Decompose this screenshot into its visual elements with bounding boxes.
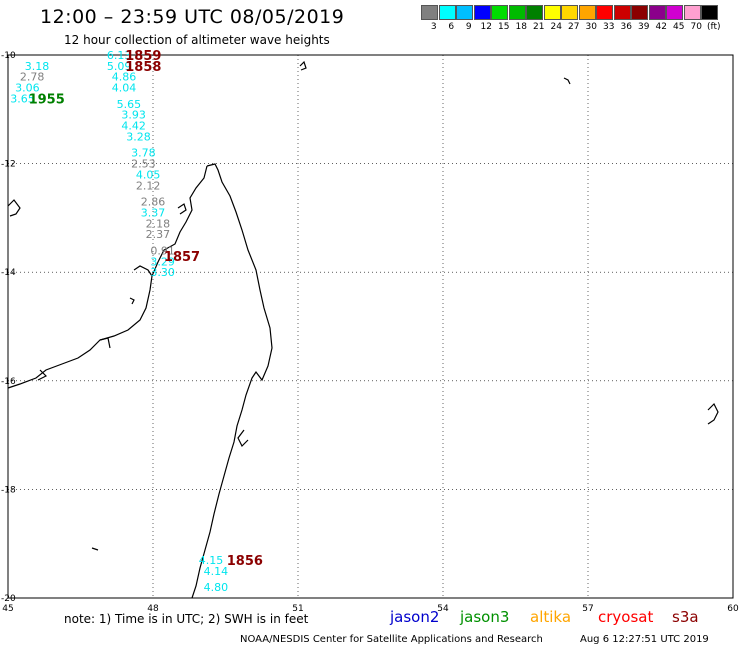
color-swatch bbox=[684, 5, 701, 20]
wave-height-label: 3.30 bbox=[150, 266, 175, 279]
color-scale-label: (ft) bbox=[703, 22, 725, 32]
pass-time-label: 1858 bbox=[125, 60, 161, 75]
generated-timestamp: Aug 6 12:27:51 UTC 2019 bbox=[580, 634, 709, 645]
color-swatch bbox=[579, 5, 596, 20]
wave-height-map: -10-12-14-16-18-20 45 48 51 54 57 60 3.182.78… bbox=[0, 0, 740, 650]
latitude-tick: -14 bbox=[1, 268, 16, 278]
map-frame bbox=[8, 55, 733, 598]
island-east bbox=[564, 78, 570, 84]
color-swatch bbox=[701, 5, 718, 20]
color-swatch bbox=[439, 5, 456, 20]
longitude-tick: 45 bbox=[2, 604, 13, 614]
island-north bbox=[300, 62, 306, 70]
wave-height-label: 4.14 bbox=[204, 565, 229, 578]
latitude-tick: -12 bbox=[1, 160, 16, 170]
latitude-tick: -10 bbox=[1, 51, 16, 61]
color-swatch bbox=[631, 5, 648, 20]
madagascar-west-coast bbox=[8, 166, 207, 388]
wave-height-labels: 3.182.783.063.65 6.135.094.864.04 5.653.93… bbox=[10, 49, 228, 594]
northwest-coast bbox=[134, 266, 152, 276]
glorieuses-island bbox=[178, 204, 186, 214]
color-swatch bbox=[509, 5, 526, 20]
southeast-coast bbox=[238, 430, 248, 446]
legend-cryosat: cryosat bbox=[598, 608, 653, 626]
longitude-tick: 60 bbox=[727, 604, 739, 614]
legend-s3a: s3a bbox=[672, 608, 699, 626]
small-island-1 bbox=[130, 298, 134, 304]
page-subtitle: 12 hour collection of altimeter wave hei… bbox=[64, 33, 330, 47]
small-island-south bbox=[92, 548, 98, 550]
latitude-tick: -16 bbox=[1, 377, 16, 387]
color-swatch bbox=[596, 5, 613, 20]
page-title: 12:00 – 23:59 UTC 08/05/2019 bbox=[40, 6, 344, 28]
wave-height-label: 4.04 bbox=[112, 82, 137, 95]
pass-time-label: 1857 bbox=[164, 250, 200, 265]
color-swatch bbox=[491, 5, 508, 20]
color-swatch bbox=[421, 5, 438, 20]
color-swatch bbox=[666, 5, 683, 20]
credit-line: NOAA/NESDIS Center for Satellite Applica… bbox=[240, 634, 543, 645]
latitude-tick: -18 bbox=[1, 485, 16, 495]
color-swatch bbox=[456, 5, 473, 20]
legend-altika: altika bbox=[530, 608, 571, 626]
mauritius bbox=[708, 404, 718, 424]
map-grid bbox=[8, 55, 733, 598]
comoros-west bbox=[8, 200, 20, 216]
legend-jason3: jason3 bbox=[460, 608, 509, 626]
wave-height-label: 3.28 bbox=[126, 130, 151, 143]
color-swatch bbox=[614, 5, 631, 20]
color-swatch bbox=[649, 5, 666, 20]
legend-jason2: jason2 bbox=[390, 608, 439, 626]
wave-height-label: 2.37 bbox=[146, 228, 171, 241]
pass-time-label: 1955 bbox=[29, 92, 65, 107]
wave-height-label: 2.12 bbox=[136, 179, 161, 192]
wave-height-label: 4.80 bbox=[204, 581, 229, 594]
color-swatch bbox=[526, 5, 543, 20]
color-swatch bbox=[561, 5, 578, 20]
mayotte bbox=[100, 338, 110, 348]
coastline bbox=[8, 62, 718, 598]
color-swatch bbox=[544, 5, 561, 20]
pass-time-label: 1856 bbox=[227, 554, 263, 569]
longitude-tick: 57 bbox=[582, 604, 593, 614]
latitude-tick: -20 bbox=[1, 594, 16, 604]
footer-note: note: 1) Time is in UTC; 2) SWH is in fe… bbox=[64, 612, 308, 626]
color-swatch bbox=[474, 5, 491, 20]
